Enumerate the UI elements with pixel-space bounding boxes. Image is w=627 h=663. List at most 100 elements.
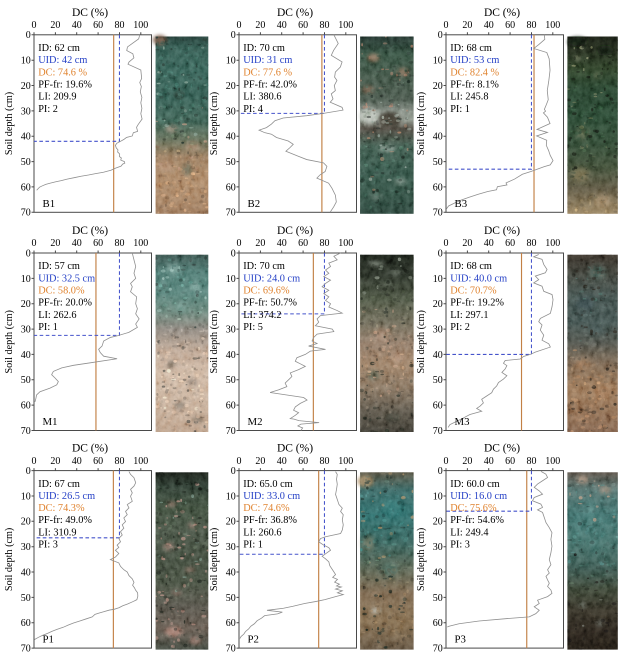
svg-text:0: 0	[32, 20, 37, 31]
svg-text:LI: 310.9: LI: 310.9	[38, 527, 76, 538]
svg-text:70: 70	[21, 208, 31, 219]
svg-text:60: 60	[21, 401, 31, 412]
svg-text:50: 50	[21, 157, 31, 168]
svg-text:60: 60	[505, 20, 515, 31]
svg-text:0: 0	[231, 248, 236, 259]
svg-text:70: 70	[226, 644, 236, 655]
svg-text:10: 10	[433, 56, 443, 67]
svg-text:M1: M1	[43, 416, 58, 428]
svg-text:80: 80	[527, 20, 537, 31]
svg-text:40: 40	[21, 132, 31, 143]
svg-text:30: 30	[433, 325, 443, 336]
svg-text:80: 80	[527, 456, 537, 467]
svg-text:0: 0	[237, 238, 242, 249]
svg-text:70: 70	[433, 644, 443, 655]
svg-text:80: 80	[320, 456, 330, 467]
svg-text:ID: 67 cm: ID: 67 cm	[38, 479, 80, 490]
svg-text:60: 60	[505, 238, 515, 249]
svg-text:100: 100	[545, 20, 560, 31]
svg-text:100: 100	[133, 238, 148, 249]
svg-text:M2: M2	[248, 416, 263, 428]
svg-text:0: 0	[231, 466, 236, 477]
svg-text:PI: 1: PI: 1	[243, 540, 263, 551]
svg-text:30: 30	[433, 542, 443, 553]
svg-text:50: 50	[21, 593, 31, 604]
svg-text:DC: 75.6%: DC: 75.6%	[450, 503, 497, 514]
svg-text:60: 60	[298, 238, 308, 249]
svg-text:Soil depth (cm): Soil depth (cm)	[209, 528, 220, 591]
svg-text:40: 40	[484, 20, 494, 31]
svg-text:20: 20	[50, 456, 60, 467]
svg-text:PF-fr: 42.0%: PF-fr: 42.0%	[243, 80, 297, 91]
svg-text:60: 60	[93, 456, 103, 467]
svg-text:PI: 5: PI: 5	[243, 322, 263, 333]
svg-text:20: 20	[21, 299, 31, 310]
svg-text:0: 0	[26, 248, 31, 259]
svg-text:LI: 249.4: LI: 249.4	[450, 527, 488, 538]
svg-text:70: 70	[433, 426, 443, 437]
svg-text:0: 0	[438, 248, 443, 259]
svg-text:ID: 60.0 cm: ID: 60.0 cm	[450, 479, 499, 490]
svg-text:DC (%): DC (%)	[484, 443, 520, 455]
svg-text:LI: 245.8: LI: 245.8	[450, 92, 488, 103]
svg-text:60: 60	[298, 20, 308, 31]
svg-text:0: 0	[444, 456, 449, 467]
svg-text:40: 40	[226, 132, 236, 143]
svg-text:UID: 42 cm: UID: 42 cm	[38, 55, 87, 66]
svg-text:PI: 3: PI: 3	[450, 540, 470, 551]
svg-text:Soil depth (cm): Soil depth (cm)	[416, 92, 427, 155]
svg-text:30: 30	[226, 106, 236, 117]
svg-text:10: 10	[226, 56, 236, 67]
svg-text:PF-fr: 19.6%: PF-fr: 19.6%	[38, 80, 92, 91]
svg-text:LI: 262.6: LI: 262.6	[38, 310, 76, 321]
svg-text:DC: 74.3%: DC: 74.3%	[38, 503, 85, 514]
svg-text:20: 20	[50, 238, 60, 249]
svg-text:0: 0	[237, 20, 242, 31]
svg-text:DC (%): DC (%)	[277, 443, 313, 455]
svg-text:DC (%): DC (%)	[72, 7, 108, 19]
svg-text:40: 40	[484, 238, 494, 249]
svg-text:B2: B2	[248, 198, 261, 210]
svg-text:40: 40	[21, 350, 31, 361]
svg-text:20: 20	[433, 81, 443, 92]
svg-text:Soil depth (cm): Soil depth (cm)	[209, 310, 220, 373]
svg-text:P1: P1	[43, 634, 54, 646]
svg-text:B1: B1	[43, 198, 56, 210]
svg-text:0: 0	[438, 466, 443, 477]
svg-text:DC: 77.6 %: DC: 77.6 %	[243, 67, 292, 78]
svg-text:100: 100	[338, 456, 353, 467]
svg-text:DC: 69.6%: DC: 69.6%	[243, 286, 290, 297]
svg-text:40: 40	[21, 567, 31, 578]
svg-text:DC: 82.4 %: DC: 82.4 %	[450, 67, 499, 78]
svg-text:80: 80	[115, 456, 125, 467]
svg-text:PI: 2: PI: 2	[38, 104, 58, 115]
svg-text:PF-fr: 20.0%: PF-fr: 20.0%	[38, 298, 92, 309]
svg-text:80: 80	[320, 20, 330, 31]
svg-text:LI: 374.2: LI: 374.2	[243, 310, 281, 321]
svg-text:DC (%): DC (%)	[72, 443, 108, 455]
svg-text:20: 20	[255, 238, 265, 249]
svg-text:70: 70	[21, 644, 31, 655]
svg-text:60: 60	[21, 182, 31, 193]
svg-text:20: 20	[462, 238, 472, 249]
svg-text:P2: P2	[248, 634, 259, 646]
svg-text:PF-fr: 19.2%: PF-fr: 19.2%	[450, 298, 504, 309]
svg-text:20: 20	[255, 456, 265, 467]
svg-text:70: 70	[226, 426, 236, 437]
svg-text:PI: 3: PI: 3	[38, 540, 58, 551]
svg-text:LI: 297.1: LI: 297.1	[450, 310, 488, 321]
svg-text:Soil depth (cm): Soil depth (cm)	[4, 92, 15, 155]
svg-text:60: 60	[298, 456, 308, 467]
svg-text:20: 20	[226, 299, 236, 310]
svg-text:UID: 53 cm: UID: 53 cm	[450, 55, 499, 66]
svg-text:PF-fr: 50.7%: PF-fr: 50.7%	[243, 298, 297, 309]
svg-text:DC: 74.6%: DC: 74.6%	[243, 503, 290, 514]
svg-text:40: 40	[277, 238, 287, 249]
svg-text:PF-fr: 8.1%: PF-fr: 8.1%	[450, 80, 499, 91]
svg-text:0: 0	[444, 20, 449, 31]
svg-text:40: 40	[72, 20, 82, 31]
svg-text:40: 40	[72, 456, 82, 467]
svg-text:50: 50	[433, 375, 443, 386]
svg-text:100: 100	[133, 456, 148, 467]
svg-text:20: 20	[21, 517, 31, 528]
